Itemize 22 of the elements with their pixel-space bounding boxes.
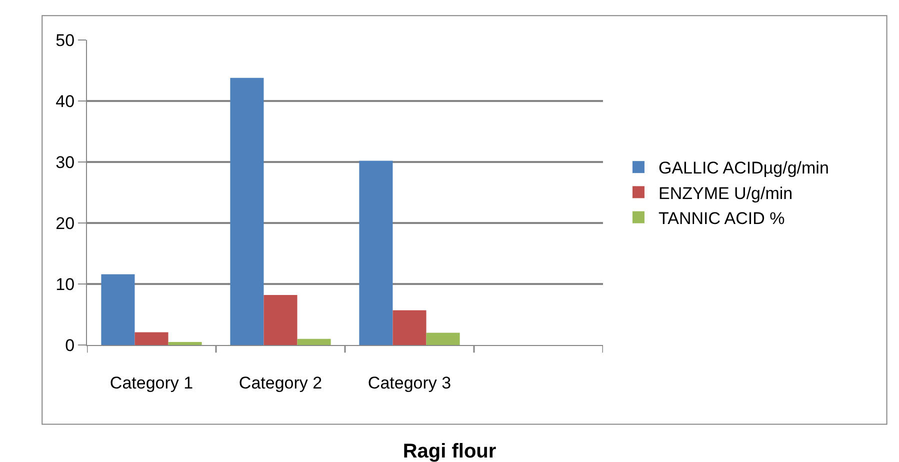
bar: [426, 332, 460, 345]
bar: [359, 160, 393, 345]
y-tick-label: 0: [65, 336, 75, 355]
y-tick-label: 20: [56, 214, 75, 233]
bar: [101, 274, 135, 345]
bar: [297, 338, 331, 345]
x-tick-label: Category 3: [368, 373, 452, 392]
bar: [264, 294, 298, 345]
bar: [230, 78, 264, 345]
bar: [168, 342, 202, 345]
legend-label: ENZYME U/g/min: [658, 184, 793, 203]
bar: [392, 310, 426, 345]
x-tick-label: Category 2: [238, 373, 322, 392]
legend-label: GALLIC ACIDµg/g/min: [658, 158, 829, 178]
y-tick-label: 50: [56, 30, 75, 50]
bar: [134, 332, 168, 345]
legend-label: TANNIC ACID %: [658, 208, 785, 228]
x-tick-label: Category 1: [110, 373, 194, 392]
y-tick-label: 40: [56, 92, 75, 111]
y-tick-label: 30: [56, 152, 75, 172]
text: Ragi flour: [402, 440, 496, 462]
y-tick-label: 10: [56, 274, 75, 294]
